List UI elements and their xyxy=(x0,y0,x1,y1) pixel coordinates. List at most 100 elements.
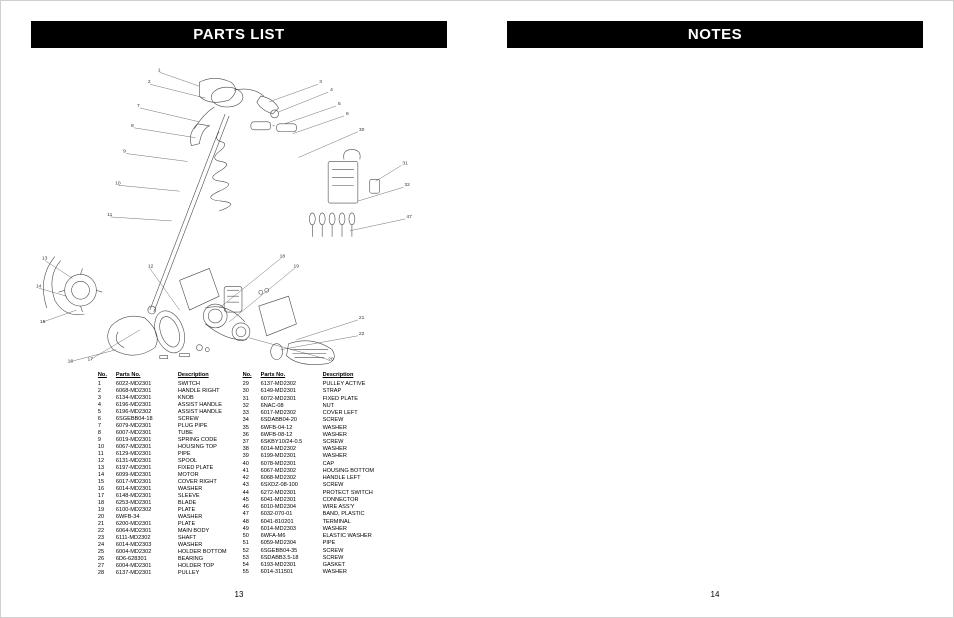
cell: 16 xyxy=(98,486,116,493)
cell: 45 xyxy=(243,497,261,504)
cell: 6067-MD2301 xyxy=(116,444,178,451)
cell: WASHER xyxy=(178,542,233,549)
cell: 42 xyxy=(243,475,261,482)
table-row: 246014-MD2303WASHER xyxy=(98,542,233,549)
cell: KNOB xyxy=(178,395,233,402)
cell: PLATE xyxy=(178,507,233,514)
cell: 6SXDZ-08-100 xyxy=(261,482,323,489)
cell: SCREW xyxy=(323,547,381,554)
cell: 13 xyxy=(98,465,116,472)
cell: ASSIST HANDLE xyxy=(178,402,233,409)
cell: 40 xyxy=(243,461,261,468)
cell: 6137-MD2301 xyxy=(116,570,178,577)
table-row: 176148-MD2301SLEEVE xyxy=(98,493,233,500)
cell: 2 xyxy=(98,388,116,395)
cell: 6017-MD2302 xyxy=(261,410,323,417)
cell: 6068-MD2301 xyxy=(116,388,178,395)
table-row: 346SDABB04-20SCREW xyxy=(243,417,381,424)
table-row: 426068-MD2302HANDLE LEFT xyxy=(243,475,381,482)
cell: 6137-MD2302 xyxy=(261,381,323,388)
cell: 6SGEBB04-35 xyxy=(261,547,323,554)
svg-text:7: 7 xyxy=(137,103,140,109)
table-row: 356WFB-04-12WASHER xyxy=(243,424,381,431)
cell: 6D6-628301 xyxy=(116,556,178,563)
svg-text:3: 3 xyxy=(319,79,322,85)
parts-table-a: No. Parts No. Description 16022-MD2301SW… xyxy=(98,372,233,577)
cell: TUBE xyxy=(178,430,233,437)
cell: 12 xyxy=(98,458,116,465)
table-row: 146099-MD2301MOTOR xyxy=(98,472,233,479)
cell: WASHER xyxy=(323,569,381,576)
cell: 6014-MD2303 xyxy=(116,542,178,549)
cell: 54 xyxy=(243,562,261,569)
table-row: 376SKBY10/24-0.5SCREW xyxy=(243,439,381,446)
table-row: 56196-MD2302ASSIST HANDLE xyxy=(98,409,233,416)
cell: 3 xyxy=(98,395,116,402)
cell: 6149-MD2301 xyxy=(261,388,323,395)
table-row: 256004-MD2302HOLDER BOTTOM xyxy=(98,549,233,556)
cell: MAIN BODY xyxy=(178,528,233,535)
cell: 25 xyxy=(98,549,116,556)
table-row: 116129-MD2301PIPE xyxy=(98,451,233,458)
cell: 49 xyxy=(243,526,261,533)
cell: COVER RIGHT xyxy=(178,479,233,486)
table-row: 156017-MD2301COVER RIGHT xyxy=(98,479,233,486)
cell: 6253-MD2301 xyxy=(116,500,178,507)
cell: 6WFB-34 xyxy=(116,514,178,521)
svg-text:4: 4 xyxy=(330,87,333,93)
table-row: 66SGEBB04-18SCREW xyxy=(98,416,233,423)
cell: 6014-311501 xyxy=(261,569,323,576)
cell: WASHER xyxy=(323,453,381,460)
cell: 19 xyxy=(98,507,116,514)
cell: 43 xyxy=(243,482,261,489)
cell: SCREW xyxy=(323,482,381,489)
notes-page: NOTES 14 xyxy=(477,1,953,617)
cell: 23 xyxy=(98,535,116,542)
cell: HANDLE LEFT xyxy=(323,475,381,482)
cell: PLUG PIPE xyxy=(178,423,233,430)
table-row: 306149-MD2301STRAP xyxy=(243,388,381,395)
cell: COVER LEFT xyxy=(323,410,381,417)
cell: 24 xyxy=(98,542,116,549)
cell: 17 xyxy=(98,493,116,500)
cell: 6068-MD2302 xyxy=(261,475,323,482)
notes-header: NOTES xyxy=(507,21,923,48)
table-row: 286137-MD2301PULLEY xyxy=(98,570,233,577)
cell: WIRE ASS'Y xyxy=(323,504,381,511)
svg-text:22: 22 xyxy=(359,331,365,337)
svg-text:32: 32 xyxy=(404,182,410,188)
cell: ELASTIC WASHER xyxy=(323,533,381,540)
cell: 6SGEBB04-18 xyxy=(116,416,178,423)
cell: 6197-MD2301 xyxy=(116,465,178,472)
cell: 6099-MD2301 xyxy=(116,472,178,479)
cell: HOUSING TOP xyxy=(178,444,233,451)
cell: 6041-MD2301 xyxy=(261,497,323,504)
table-row: 536SDABB3.5-18SCREW xyxy=(243,555,381,562)
table-row: 126131-MD2301SPOOL xyxy=(98,458,233,465)
cell: 6WFB-08-12 xyxy=(261,432,323,439)
cell: HOLDER TOP xyxy=(178,563,233,570)
cell: 20 xyxy=(98,514,116,521)
cell: MOTOR xyxy=(178,472,233,479)
cell: 11 xyxy=(98,451,116,458)
cell: CONNECTOR xyxy=(323,497,381,504)
svg-text:47: 47 xyxy=(406,214,412,220)
cell: 6007-MD2301 xyxy=(116,430,178,437)
table-row: 386014-MD2302WASHER xyxy=(243,446,381,453)
cell: 6032-070-01 xyxy=(261,511,323,518)
parts-tables: No. Parts No. Description 16022-MD2301SW… xyxy=(31,372,447,577)
cell: WASHER xyxy=(323,432,381,439)
table-row: 86007-MD2301TUBE xyxy=(98,430,233,437)
cell: 4 xyxy=(98,402,116,409)
table-row: 436SXDZ-08-100SCREW xyxy=(243,482,381,489)
cell: 6078-MD2301 xyxy=(261,461,323,468)
cell: FIXED PLATE xyxy=(323,395,381,402)
cell: 30 xyxy=(243,388,261,395)
cell: 41 xyxy=(243,468,261,475)
cell: 6004-MD2302 xyxy=(116,549,178,556)
cell: TERMINAL xyxy=(323,518,381,525)
cell: 1 xyxy=(98,381,116,388)
cell: 6041-810201 xyxy=(261,518,323,525)
page-number-right: 14 xyxy=(507,590,923,599)
cell: 6199-MD2301 xyxy=(261,453,323,460)
